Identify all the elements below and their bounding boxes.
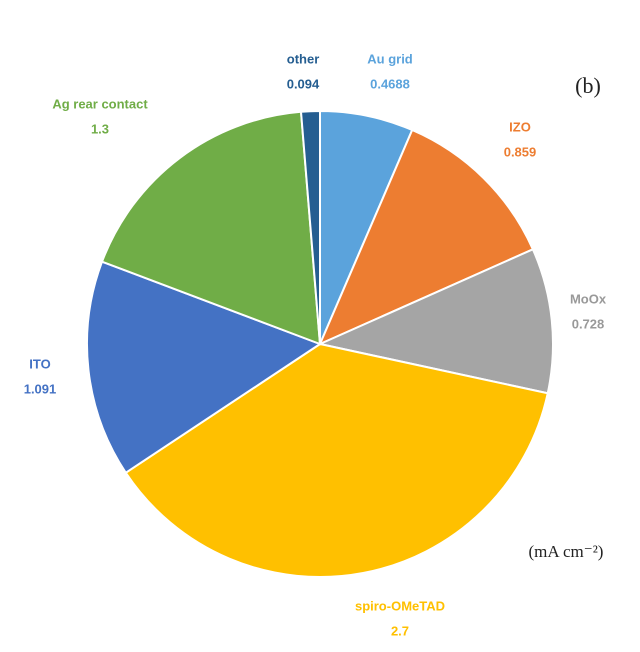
- slice-label: other: [287, 51, 320, 66]
- pie-slice: [124, 342, 549, 578]
- pie-slice: [316, 247, 554, 395]
- slice-value-label: 1.091: [24, 381, 57, 396]
- slice-label: spiro-OMeTAD: [355, 598, 445, 613]
- slice-value-label: 0.4688: [370, 76, 410, 91]
- pie-slice: [299, 109, 321, 345]
- unit-label: (mA cm⁻²): [529, 542, 604, 561]
- slice-label: MoOx: [570, 291, 607, 306]
- pie-slice: [100, 110, 322, 346]
- slice-value-label: 1.3: [91, 121, 109, 136]
- pie-slice: [86, 260, 323, 475]
- slice-value-label: 0.094: [287, 76, 320, 91]
- slice-value-label: 0.859: [504, 144, 537, 159]
- slice-label: Au grid: [367, 51, 413, 66]
- pie-slice: [318, 128, 535, 346]
- slice-label: IZO: [509, 119, 531, 134]
- slice-label: Ag rear contact: [52, 96, 148, 111]
- slice-label: ITO: [29, 356, 50, 371]
- annotation: (b): [575, 73, 601, 98]
- slice-value-label: 0.728: [572, 316, 605, 331]
- slice-value-label: 2.7: [391, 623, 409, 638]
